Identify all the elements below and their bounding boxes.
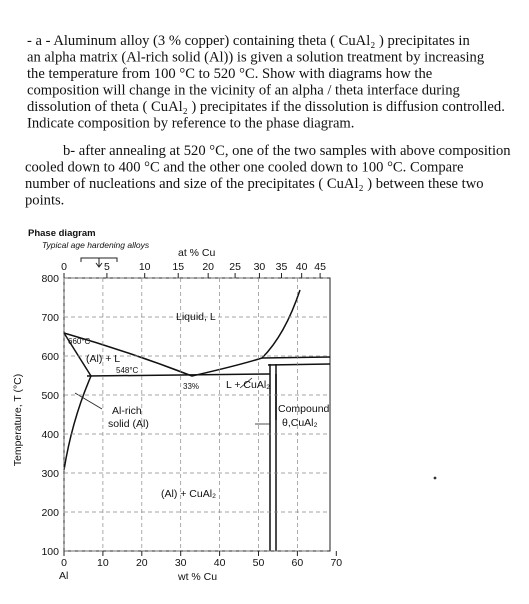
region-label: 33% (183, 382, 199, 391)
y-tick-label: 800 (41, 273, 59, 285)
y-tick-label: 300 (41, 468, 59, 480)
question-line: number of nucleations and size of the pr… (25, 176, 484, 192)
top-tick-label: 30 (254, 261, 266, 273)
x-axis-label: wt % Cu (177, 571, 217, 583)
y-tick-label: 700 (41, 312, 59, 324)
figure-note: Typical age hardening alloys (42, 240, 150, 250)
top-tick-label: 5 (104, 261, 110, 273)
top-tick-label: 40 (296, 261, 308, 273)
y-tick-label: 600 (41, 351, 59, 363)
question-line: cooled down to 400 °C and the other one … (25, 160, 463, 176)
region-label: 660°C (68, 337, 91, 346)
top-tick-label: 20 (202, 261, 214, 273)
top-tick-label: 0 (61, 261, 67, 273)
top-tick-label: 10 (139, 261, 151, 273)
x-tick-label: 20 (136, 557, 148, 569)
x-tick-label: 60 (292, 557, 304, 569)
question-line: composition will change in the vicinity … (27, 83, 461, 99)
region-label: (Al) + L (86, 353, 120, 365)
question-line: - a - Aluminum alloy (3 % copper) contai… (27, 33, 470, 49)
top-axis-label: at % Cu (178, 247, 216, 259)
question-line: points. (25, 193, 64, 209)
top-tick-label: 45 (314, 261, 326, 273)
x-tick-label: 0 (61, 557, 67, 569)
question-line: Indicate composition by reference to the… (27, 116, 354, 132)
question-line: an alpha matrix (Al-rich solid (Al)) is … (27, 50, 485, 66)
question-line: dissolution of theta ( CuAl₂ ) precipita… (27, 99, 505, 115)
region-label: θ,CuAl₂ (282, 417, 318, 429)
top-tick-label: 35 (276, 261, 288, 273)
question-line: b- after annealing at 520 °C, one of the… (63, 143, 511, 159)
x-tick-label: 50 (253, 557, 265, 569)
x-tick-label: 10 (97, 557, 109, 569)
top-tick-label: 15 (172, 261, 184, 273)
x-tick-label: 40 (214, 557, 226, 569)
y-tick-label: 400 (41, 429, 59, 441)
top-tick-label: 25 (229, 261, 241, 273)
y-axis-label: Temperature, T (°C) (12, 374, 24, 467)
region-label: solid (Al) (108, 418, 149, 430)
y-tick-label: 100 (41, 546, 59, 558)
y-tick-label: 200 (41, 507, 59, 519)
region-label: Al-rich (112, 405, 142, 417)
region-label: 548°C (116, 366, 139, 375)
x-tick-label: 70 (330, 557, 342, 569)
x-origin-label: Al (59, 570, 68, 582)
question-line: the temperature from 100 °C to 520 °C. S… (27, 66, 432, 82)
y-tick-label: 500 (41, 390, 59, 402)
region-label: Compound (278, 403, 330, 415)
figure-title: Phase diagram (28, 228, 96, 239)
region-label: L + CuAl₂ (226, 379, 270, 391)
region-label: Liquid, L (176, 311, 216, 323)
region-label: (Al) + CuAl₂ (161, 488, 216, 500)
x-tick-label: 30 (175, 557, 187, 569)
